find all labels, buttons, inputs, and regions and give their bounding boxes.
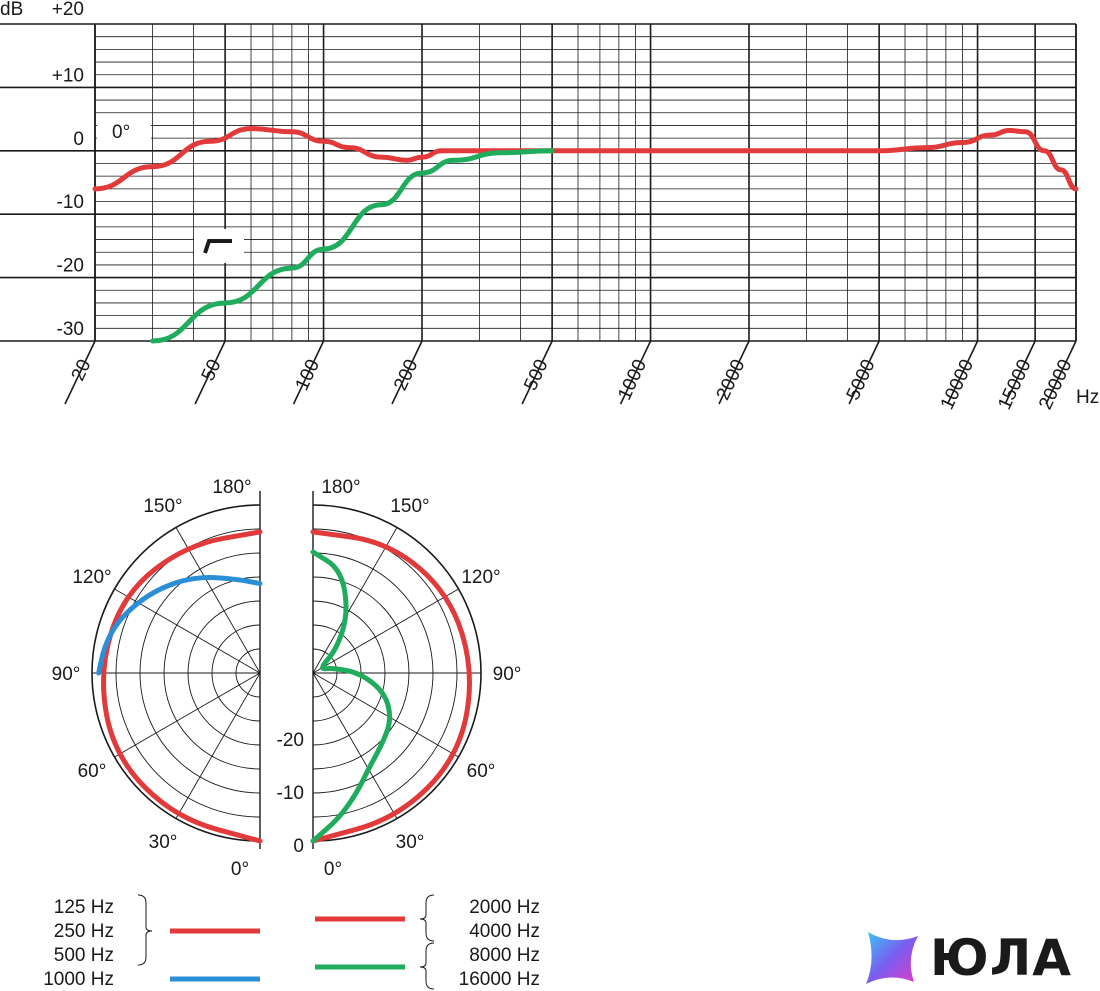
y-axis-label: dB (0, 0, 23, 20)
frequency-grid (0, 23, 1077, 342)
polar-angle-label: 90° (52, 664, 81, 685)
legend-brace (137, 894, 153, 966)
brand-name: ЮЛА (930, 929, 1072, 987)
x-tick-leader (1004, 340, 1036, 405)
y-tick-label: 0 (73, 129, 84, 150)
polar-spoke (312, 672, 398, 819)
y-tick-label: +20 (52, 0, 84, 20)
polar-angle-label: 30° (149, 832, 178, 853)
angle-annotation: 0° (97, 114, 151, 148)
frequency-response-chart: +20 +10 0 -10 -20 -30 20 50 100 200 500 1000 2000 50… (0, 0, 1099, 413)
legend-brace (419, 942, 435, 990)
brand-logo: ЮЛА (862, 928, 1098, 988)
polar-scale-label: 0 (293, 836, 304, 857)
polar-spoke (175, 527, 261, 674)
x-tick-label: 100 (292, 356, 324, 394)
y-tick-label: -10 (57, 192, 84, 213)
polar-angle-label: 60° (467, 761, 496, 782)
y-tick-labels: +20 +10 0 -10 -20 -30 (52, 0, 84, 340)
polar-series-blue (96, 574, 263, 676)
legend-brace (419, 894, 435, 942)
x-tick-leader (1045, 340, 1077, 405)
lowcut-filter-icon (194, 229, 244, 263)
polar-spoke (312, 588, 459, 674)
legend-label: 1000 Hz (43, 969, 114, 990)
polar-spoke (312, 672, 459, 758)
legend-label: 2000 Hz (469, 897, 540, 918)
legend-label: 4000 Hz (469, 921, 540, 942)
series-line-red (92, 126, 1079, 192)
legend-label: 8000 Hz (469, 945, 540, 966)
polar-angle-label: 120° (72, 567, 111, 588)
polar-angle-label: 0° (324, 859, 342, 880)
y-tick-label: -30 (57, 319, 84, 340)
polar-series-green (310, 549, 393, 844)
x-tick-label: 50 (198, 356, 226, 384)
polar-angle-label: 180° (212, 477, 251, 498)
polar-scale-label: -10 (277, 783, 304, 804)
angle-annotation-text: 0° (112, 122, 130, 143)
y-tick-label: -20 (57, 256, 84, 277)
x-tick-leader (64, 340, 96, 405)
polar-scale-labels: -20 -10 0 (277, 730, 304, 857)
x-tick-leader (718, 340, 750, 405)
polar-angle-label: 60° (78, 761, 107, 782)
x-tick-leader (848, 340, 880, 405)
series-line-green (150, 148, 555, 344)
x-tick-leader (946, 340, 979, 405)
polar-series-red (310, 529, 472, 844)
x-tick-label: 500 (520, 356, 552, 394)
legend: 125 Hz 250 Hz 500 Hz 1000 Hz 2000 Hz 4000 Hz 8… (43, 894, 540, 990)
x-tick-label: 1000 (614, 356, 651, 403)
polar-angle-label: 90° (493, 664, 522, 685)
polar-grid (91, 480, 482, 856)
star-gradient-icon (866, 932, 918, 984)
x-tick-label: 5000 (843, 356, 880, 403)
polar-series (96, 529, 472, 844)
polar-angle-label: 30° (396, 832, 425, 853)
legend-label: 500 Hz (54, 945, 114, 966)
polar-angle-label: 150° (143, 496, 182, 517)
x-tick-leader (391, 340, 423, 405)
polar-spoke (175, 672, 261, 819)
polar-pattern-chart: 180° 150° 120° 90° 60° 30° 0° 180° 150° 120° 90° 60… (52, 477, 522, 880)
polar-angle-label: 180° (321, 477, 360, 498)
polar-angle-label: 0° (231, 859, 249, 880)
frequency-series (92, 126, 1079, 344)
x-tick-leader (194, 340, 226, 405)
x-tick-label: 2000 (713, 356, 750, 403)
x-tick-label: 20 (68, 356, 96, 384)
polar-angle-label: 120° (461, 567, 500, 588)
legend-label: 250 Hz (54, 921, 114, 942)
polar-scale-label: -20 (277, 730, 304, 751)
polar-angle-label: 150° (390, 496, 429, 517)
polar-hub (262, 649, 310, 697)
x-tick-leader (521, 340, 553, 405)
x-tick-leader (292, 340, 325, 405)
x-tick-leader (619, 340, 652, 405)
x-tick-label: 15000 (994, 356, 1035, 413)
x-tick-label: 20000 (1035, 356, 1076, 413)
x-tick-labels: 20 50 100 200 500 1000 2000 5000 10000 15000 20000 (64, 340, 1077, 413)
legend-label: 16000 Hz (459, 969, 540, 990)
polar-series-red (101, 529, 263, 844)
x-tick-label: 200 (390, 356, 422, 394)
legend-label: 125 Hz (54, 897, 114, 918)
polar-spoke (312, 527, 398, 674)
polar-spoke (114, 672, 261, 758)
polar-angle-labels: 180° 150° 120° 90° 60° 30° 0° 180° 150° 120° 90° 60… (52, 477, 522, 880)
x-axis-label: Hz (1076, 387, 1099, 408)
y-tick-label: +10 (52, 65, 84, 86)
x-tick-label: 10000 (937, 356, 978, 413)
